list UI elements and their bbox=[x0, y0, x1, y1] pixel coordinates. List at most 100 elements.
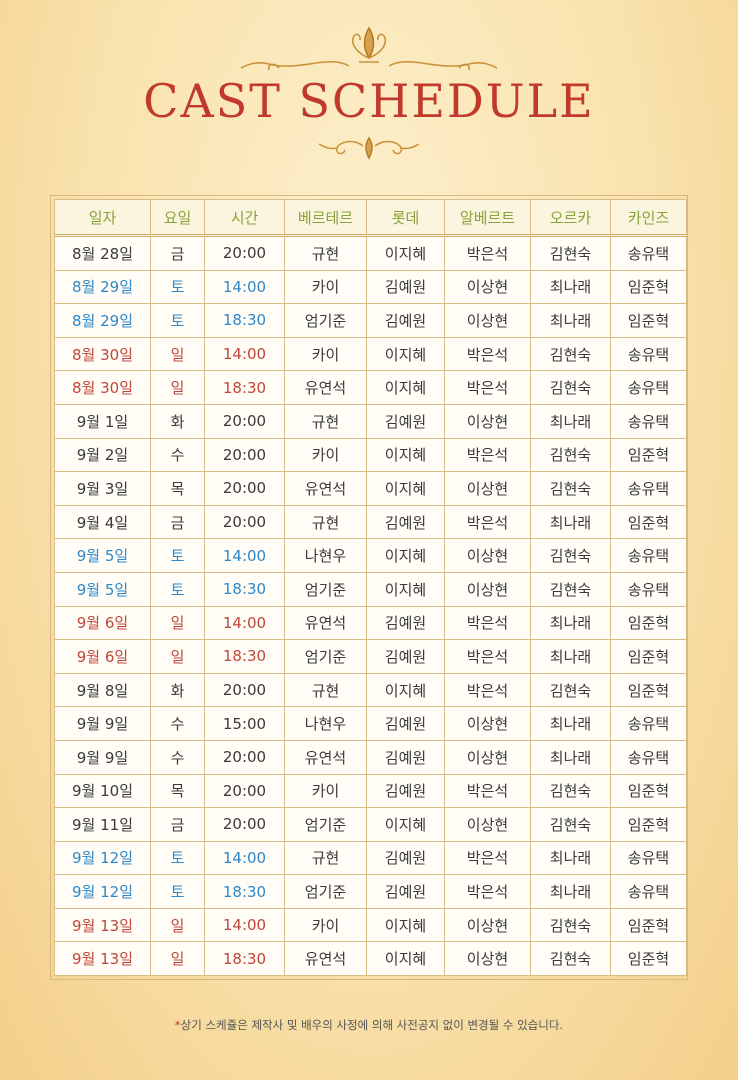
cell-day: 금 bbox=[150, 807, 205, 842]
cell-orca: 최나래 bbox=[530, 840, 611, 876]
table-row: 9월 9일 수 20:00 유연석 김예원 이상현 최나래 송유택 bbox=[54, 739, 687, 775]
cell-lotte: 김예원 bbox=[366, 840, 445, 876]
cell-orca: 김현숙 bbox=[530, 807, 611, 842]
cell-date: 9월 11일 bbox=[54, 807, 151, 842]
cell-kains: 임준혁 bbox=[610, 807, 687, 842]
cell-werther: 카이 bbox=[284, 907, 367, 943]
cell-werther: 규현 bbox=[284, 672, 367, 708]
cell-time: 20:00 bbox=[204, 504, 285, 540]
cell-day: 수 bbox=[150, 437, 205, 473]
cell-albert: 박은석 bbox=[444, 874, 531, 909]
cell-werther: 유연석 bbox=[284, 370, 367, 405]
cell-day: 수 bbox=[150, 739, 205, 775]
cell-orca: 최나래 bbox=[530, 403, 611, 439]
notice-star: * bbox=[174, 1018, 181, 1032]
cell-lotte: 이지혜 bbox=[366, 235, 445, 271]
cell-kains: 임준혁 bbox=[610, 504, 687, 540]
cell-time: 20:00 bbox=[204, 739, 285, 775]
cell-kains: 임준혁 bbox=[610, 269, 687, 305]
cell-day: 목 bbox=[150, 773, 205, 809]
table-row: 9월 6일 일 18:30 엄기준 김예원 박은석 최나래 임준혁 bbox=[54, 639, 687, 674]
cell-lotte: 이지혜 bbox=[366, 941, 445, 977]
cell-albert: 이상현 bbox=[444, 403, 531, 439]
cell-werther: 유연석 bbox=[284, 941, 367, 977]
cell-day: 금 bbox=[150, 504, 205, 540]
cell-werther: 유연석 bbox=[284, 739, 367, 775]
cell-werther: 나현우 bbox=[284, 706, 367, 741]
cell-day: 금 bbox=[150, 235, 205, 271]
cell-orca: 김현숙 bbox=[530, 336, 611, 372]
cell-albert: 이상현 bbox=[444, 538, 531, 573]
header-lotte: 롯데 bbox=[366, 199, 445, 237]
cell-kains: 임준혁 bbox=[610, 437, 687, 473]
cell-orca: 김현숙 bbox=[530, 672, 611, 708]
cell-kains: 송유택 bbox=[610, 336, 687, 372]
cell-orca: 김현숙 bbox=[530, 538, 611, 573]
cell-time: 20:00 bbox=[204, 672, 285, 708]
cell-date: 9월 12일 bbox=[54, 874, 151, 909]
cell-orca: 김현숙 bbox=[530, 773, 611, 809]
cell-orca: 김현숙 bbox=[530, 907, 611, 943]
table-row: 8월 28일 금 20:00 규현 이지혜 박은석 김현숙 송유택 bbox=[54, 235, 687, 271]
cell-lotte: 이지혜 bbox=[366, 538, 445, 573]
cell-time: 20:00 bbox=[204, 471, 285, 506]
cell-albert: 이상현 bbox=[444, 807, 531, 842]
table-row: 9월 2일 수 20:00 카이 이지혜 박은석 김현숙 임준혁 bbox=[54, 437, 687, 473]
cell-time: 20:00 bbox=[204, 807, 285, 842]
cell-kains: 송유택 bbox=[610, 235, 687, 271]
cell-kains: 송유택 bbox=[610, 840, 687, 876]
cell-albert: 박은석 bbox=[444, 672, 531, 708]
cell-werther: 유연석 bbox=[284, 471, 367, 506]
cell-day: 일 bbox=[150, 907, 205, 943]
cell-kains: 송유택 bbox=[610, 706, 687, 741]
cell-date: 9월 13일 bbox=[54, 941, 151, 977]
table-row: 9월 10일 목 20:00 카이 김예원 박은석 김현숙 임준혁 bbox=[54, 773, 687, 809]
cell-lotte: 김예원 bbox=[366, 706, 445, 741]
cell-lotte: 김예원 bbox=[366, 773, 445, 809]
cell-date: 9월 8일 bbox=[54, 672, 151, 708]
cell-albert: 박은석 bbox=[444, 639, 531, 674]
cell-orca: 최나래 bbox=[530, 269, 611, 305]
cell-kains: 송유택 bbox=[610, 874, 687, 909]
cell-kains: 임준혁 bbox=[610, 672, 687, 708]
cell-day: 토 bbox=[150, 571, 205, 607]
cell-lotte: 이지혜 bbox=[366, 672, 445, 708]
cell-time: 20:00 bbox=[204, 403, 285, 439]
cell-time: 18:30 bbox=[204, 639, 285, 674]
header-orca: 오르카 bbox=[530, 199, 611, 237]
cell-orca: 김현숙 bbox=[530, 235, 611, 271]
cell-albert: 이상현 bbox=[444, 303, 531, 338]
cell-lotte: 김예원 bbox=[366, 605, 445, 641]
table-row: 9월 12일 토 18:30 엄기준 김예원 박은석 최나래 송유택 bbox=[54, 874, 687, 909]
cell-time: 14:00 bbox=[204, 907, 285, 943]
cell-day: 토 bbox=[150, 538, 205, 573]
header-row: 일자 요일 시간 베르테르 롯데 알베르트 오르카 카인즈 bbox=[54, 199, 687, 237]
cell-date: 9월 13일 bbox=[54, 907, 151, 943]
cell-orca: 김현숙 bbox=[530, 571, 611, 607]
cell-kains: 임준혁 bbox=[610, 605, 687, 641]
cell-werther: 규현 bbox=[284, 235, 367, 271]
bottom-ornament-icon bbox=[0, 132, 738, 162]
cell-day: 일 bbox=[150, 639, 205, 674]
table-row: 9월 9일 수 15:00 나현우 김예원 이상현 최나래 송유택 bbox=[54, 706, 687, 741]
cell-werther: 규현 bbox=[284, 840, 367, 876]
cell-albert: 박은석 bbox=[444, 370, 531, 405]
cell-werther: 엄기준 bbox=[284, 874, 367, 909]
cell-day: 일 bbox=[150, 941, 205, 977]
cell-lotte: 김예원 bbox=[366, 403, 445, 439]
cell-time: 14:00 bbox=[204, 538, 285, 573]
cell-lotte: 이지혜 bbox=[366, 471, 445, 506]
cell-date: 9월 3일 bbox=[54, 471, 151, 506]
cell-day: 토 bbox=[150, 269, 205, 305]
cell-date: 8월 29일 bbox=[54, 303, 151, 338]
cell-orca: 김현숙 bbox=[530, 437, 611, 473]
cell-lotte: 김예원 bbox=[366, 303, 445, 338]
table-row: 8월 30일 일 14:00 카이 이지혜 박은석 김현숙 송유택 bbox=[54, 336, 687, 372]
cell-day: 수 bbox=[150, 706, 205, 741]
header-werther: 베르테르 bbox=[284, 199, 367, 237]
schedule-notice: *상기 스케쥴은 제작사 및 배우의 사정에 의해 사전공지 없이 변경될 수 … bbox=[0, 1017, 738, 1033]
notice-text: 상기 스케쥴은 제작사 및 배우의 사정에 의해 사전공지 없이 변경될 수 있… bbox=[180, 1018, 564, 1032]
cell-lotte: 이지혜 bbox=[366, 336, 445, 372]
cell-time: 14:00 bbox=[204, 336, 285, 372]
cell-lotte: 이지혜 bbox=[366, 907, 445, 943]
